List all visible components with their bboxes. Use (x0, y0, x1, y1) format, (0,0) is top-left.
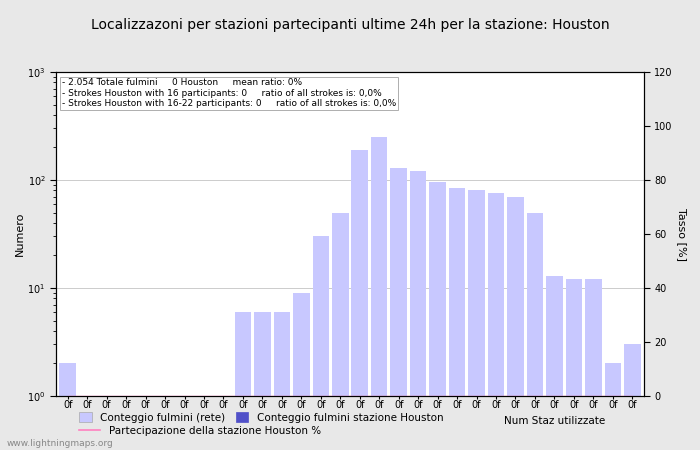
Bar (624, 344, 641, 450)
Bar (254, 312, 271, 450)
Bar (274, 312, 290, 450)
Bar (215, 396, 232, 450)
Text: www.lightningmaps.org: www.lightningmaps.org (7, 439, 113, 448)
Legend: Partecipazione della stazione Houston %: Partecipazione della stazione Houston % (75, 422, 325, 440)
Bar (157, 396, 174, 450)
Bar (526, 212, 543, 450)
Bar (488, 194, 504, 450)
Bar (508, 197, 524, 450)
Text: - 2.054 Totale fulmini     0 Houston     mean ratio: 0%
- Strokes Houston with 1: - 2.054 Totale fulmini 0 Houston mean ra… (62, 78, 396, 108)
Bar (605, 364, 621, 450)
Bar (391, 168, 407, 450)
Y-axis label: Numero: Numero (15, 212, 24, 256)
Bar (196, 396, 212, 450)
Bar (410, 171, 426, 450)
Bar (98, 396, 115, 450)
Bar (429, 182, 446, 450)
Bar (234, 312, 251, 450)
Bar (449, 188, 466, 450)
Bar (351, 150, 368, 450)
Bar (546, 276, 563, 450)
Bar (79, 396, 95, 450)
Bar (137, 396, 154, 450)
Bar (293, 293, 309, 450)
Bar (60, 364, 76, 450)
Y-axis label: Tasso [%]: Tasso [%] (677, 207, 687, 261)
Bar (176, 396, 193, 450)
Bar (332, 212, 349, 450)
Legend: Conteggio fulmini (rete), Conteggio fulmini stazione Houston: Conteggio fulmini (rete), Conteggio fulm… (75, 408, 447, 427)
Text: Localizzazoni per stazioni partecipanti ultime 24h per la stazione: Houston: Localizzazoni per stazioni partecipanti … (91, 18, 609, 32)
Bar (585, 279, 602, 450)
Bar (566, 279, 582, 450)
Bar (371, 137, 388, 450)
Bar (468, 190, 485, 450)
Bar (312, 236, 329, 450)
Text: Num Staz utilizzate: Num Staz utilizzate (504, 416, 606, 426)
Bar (118, 396, 134, 450)
